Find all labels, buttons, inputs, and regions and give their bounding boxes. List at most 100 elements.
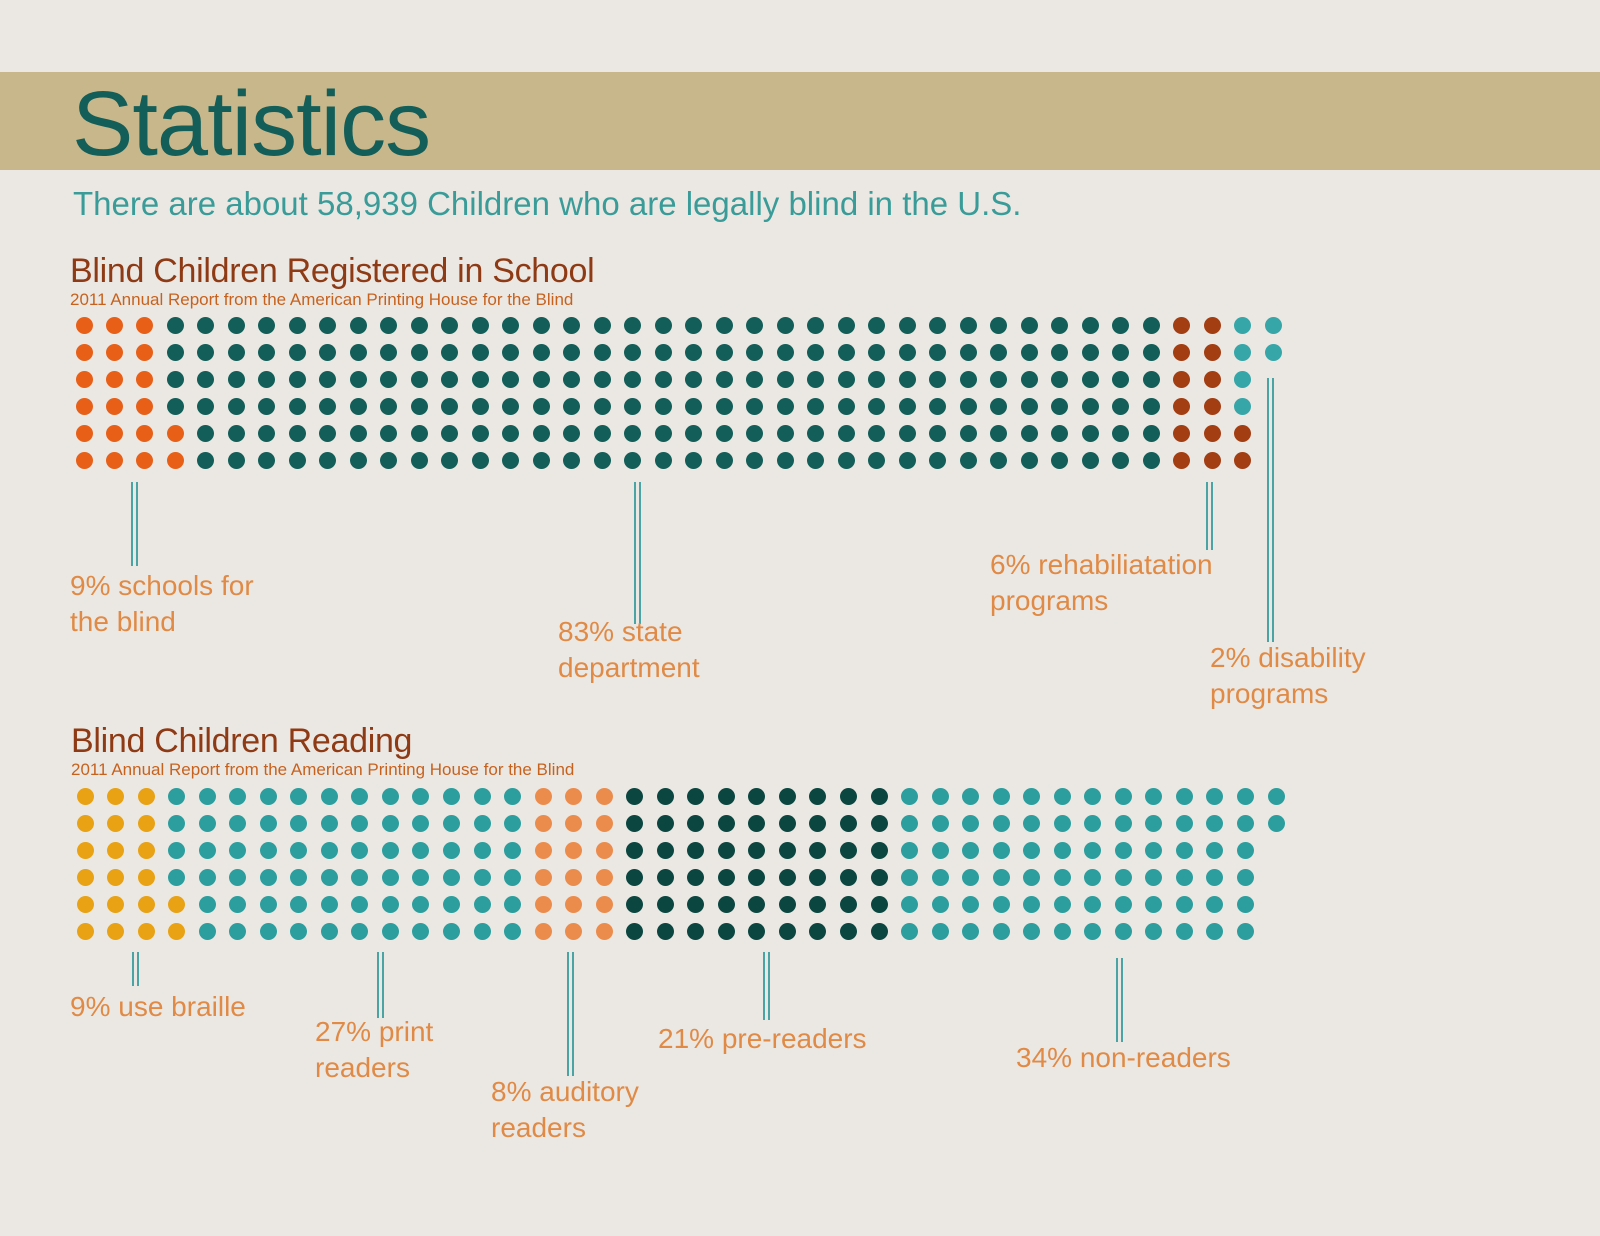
- waffle-dot-pre-readers: [626, 787, 644, 805]
- waffle-dot-schools-for-the-blind: [105, 424, 123, 442]
- waffle-dot-state-department: [349, 343, 367, 361]
- waffle-dot-print-readers: [351, 922, 369, 940]
- waffle-dot-rehabiliatation-programs: [1173, 424, 1191, 442]
- waffle-dot-non-readers: [1053, 814, 1071, 832]
- waffle-dot-non-readers: [962, 841, 980, 859]
- waffle-dot-print-readers: [442, 868, 460, 886]
- waffle-dot-non-readers: [1145, 868, 1163, 886]
- waffle-dot-print-readers: [412, 814, 430, 832]
- waffle-dot-state-department: [990, 343, 1008, 361]
- waffle-dot-state-department: [837, 451, 855, 469]
- waffle-dot-non-readers: [1267, 787, 1285, 805]
- waffle-dot-state-department: [532, 424, 550, 442]
- waffle-dot-state-department: [1142, 316, 1160, 334]
- waffle-dot-print-readers: [412, 841, 430, 859]
- waffle-dot-pre-readers: [870, 841, 888, 859]
- label-use-braille: 9% use braille: [70, 991, 246, 1022]
- waffle-dot-pre-readers: [626, 868, 644, 886]
- waffle-dot-pre-readers: [717, 895, 735, 913]
- waffle-dot-non-readers: [901, 787, 919, 805]
- waffle-dot-schools-for-the-blind: [136, 424, 154, 442]
- waffle-dot-state-department: [868, 343, 886, 361]
- waffle-dot-state-department: [563, 316, 581, 334]
- waffle-dot-non-readers: [1145, 787, 1163, 805]
- waffle-dot-use-braille: [76, 814, 94, 832]
- waffle-dot-non-readers: [1175, 814, 1193, 832]
- chart-title: Blind Children Reading: [71, 722, 413, 760]
- waffle-dot-state-department: [502, 397, 520, 415]
- waffle-dot-state-department: [288, 451, 306, 469]
- waffle-dot-state-department: [1051, 424, 1069, 442]
- waffle-dot-auditory-readers: [534, 841, 552, 859]
- waffle-dot-state-department: [959, 343, 977, 361]
- waffle-dot-state-department: [319, 316, 337, 334]
- waffle-dot-rehabiliatation-programs: [1173, 316, 1191, 334]
- waffle-dot-state-department: [288, 370, 306, 388]
- waffle-dot-rehabiliatation-programs: [1203, 424, 1221, 442]
- waffle-dot-state-department: [990, 424, 1008, 442]
- waffle-dot-state-department: [197, 424, 215, 442]
- waffle-dot-state-department: [746, 397, 764, 415]
- waffle-dot-state-department: [898, 343, 916, 361]
- waffle-dot-print-readers: [504, 814, 522, 832]
- waffle-dot-pre-readers: [656, 895, 674, 913]
- waffle-dot-print-readers: [290, 814, 308, 832]
- waffle-dot-auditory-readers: [534, 787, 552, 805]
- waffle-dot-print-readers: [412, 922, 430, 940]
- waffle-dot-disability-programs: [1234, 397, 1252, 415]
- waffle-dot-schools-for-the-blind: [75, 370, 93, 388]
- waffle-dot-state-department: [532, 370, 550, 388]
- waffle-dot-auditory-readers: [565, 787, 583, 805]
- waffle-dot-state-department: [776, 370, 794, 388]
- waffle-dot-schools-for-the-blind: [75, 316, 93, 334]
- waffle-dot-state-department: [654, 343, 672, 361]
- waffle-dot-state-department: [715, 316, 733, 334]
- pointer-line-state-department: [634, 482, 641, 624]
- waffle-dot-non-readers: [1267, 814, 1285, 832]
- waffle-dot-state-department: [746, 370, 764, 388]
- waffle-dot-pre-readers: [840, 814, 857, 832]
- waffle-dot-state-department: [990, 370, 1008, 388]
- waffle-dot-pre-readers: [717, 814, 735, 832]
- waffle-dot-state-department: [1051, 397, 1069, 415]
- waffle-dot-auditory-readers: [565, 895, 583, 913]
- waffle-dot-state-department: [837, 316, 855, 334]
- waffle-dot-rehabiliatation-programs: [1203, 451, 1221, 469]
- waffle-dot-state-department: [258, 316, 276, 334]
- waffle-dot-state-department: [746, 343, 764, 361]
- waffle-dot-auditory-readers: [565, 814, 583, 832]
- waffle-dot-use-braille: [137, 814, 155, 832]
- waffle-dot-state-department: [1112, 370, 1130, 388]
- waffle-dot-state-department: [166, 397, 184, 415]
- waffle-dot-state-department: [593, 316, 611, 334]
- waffle-dot-state-department: [502, 451, 520, 469]
- title-banner: [0, 72, 1600, 170]
- waffle-dot-non-readers: [1114, 841, 1132, 859]
- waffle-dot-state-department: [471, 451, 489, 469]
- waffle-dot-pre-readers: [656, 814, 674, 832]
- waffle-dot-state-department: [532, 343, 550, 361]
- waffle-dot-pre-readers: [778, 868, 796, 886]
- waffle-dot-schools-for-the-blind: [75, 424, 93, 442]
- waffle-dot-rehabiliatation-programs: [1173, 370, 1191, 388]
- waffle-dot-non-readers: [1114, 895, 1132, 913]
- waffle-dot-state-department: [380, 370, 398, 388]
- waffle-dot-non-readers: [1145, 814, 1163, 832]
- waffle-dot-pre-readers: [626, 841, 644, 859]
- waffle-dot-print-readers: [351, 787, 369, 805]
- waffle-dot-rehabiliatation-programs: [1173, 343, 1191, 361]
- waffle-dot-state-department: [227, 370, 245, 388]
- waffle-dot-state-department: [258, 397, 276, 415]
- waffle-dot-state-department: [349, 370, 367, 388]
- waffle-dot-state-department: [258, 451, 276, 469]
- waffle-dot-auditory-readers: [595, 922, 613, 940]
- waffle-dot-non-readers: [992, 895, 1010, 913]
- waffle-dot-schools-for-the-blind: [75, 397, 93, 415]
- waffle-dot-non-readers: [1114, 814, 1132, 832]
- waffle-dot-print-readers: [473, 814, 491, 832]
- waffle-dot-print-readers: [229, 922, 247, 940]
- waffle-dot-state-department: [441, 343, 459, 361]
- waffle-dot-rehabiliatation-programs: [1173, 451, 1191, 469]
- waffle-dot-schools-for-the-blind: [75, 343, 93, 361]
- waffle-dot-print-readers: [290, 841, 308, 859]
